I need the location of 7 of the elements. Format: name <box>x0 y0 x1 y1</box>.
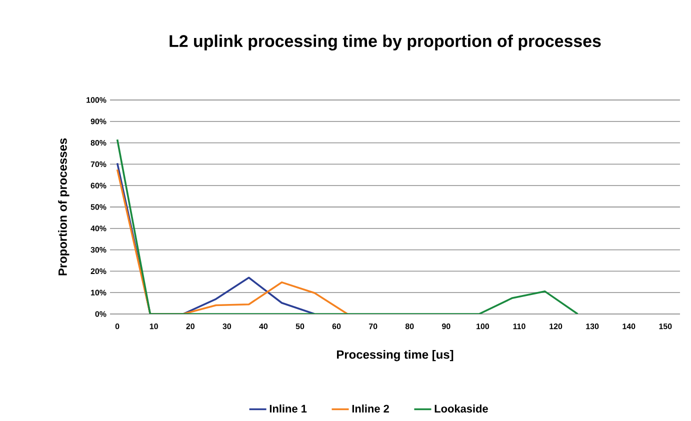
y-axis-title: Proportion of processes <box>58 138 70 276</box>
x-axis-title: Processing time [us] <box>337 350 454 362</box>
legend-label: Lookaside <box>434 404 488 413</box>
chart-title: L2 uplink processing time by proportion of processes <box>170 34 601 51</box>
legend-label: Inline 2 <box>352 404 389 413</box>
line-series <box>116 168 348 314</box>
legend-label: Inline 1 <box>270 404 307 413</box>
